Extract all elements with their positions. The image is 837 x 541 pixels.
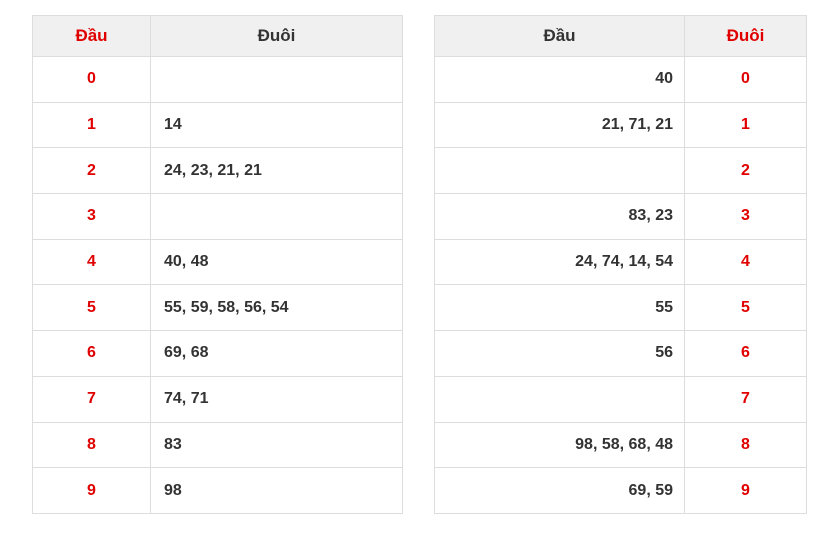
table-row: 24, 74, 14, 54 4	[434, 238, 807, 286]
numbers-cell: 21, 71, 21	[434, 101, 685, 149]
head-column-header: Đầu	[434, 15, 685, 57]
digit-cell: 7	[684, 375, 807, 423]
tail-column-header: Đuôi	[684, 15, 807, 57]
digit-cell: 5	[32, 284, 151, 332]
table-row: 3	[32, 193, 403, 240]
numbers-cell	[434, 147, 685, 195]
numbers-cell: 24, 23, 21, 21	[150, 147, 403, 195]
digit-cell: 3	[32, 193, 151, 240]
table-row: 2 24, 23, 21, 21	[32, 147, 403, 195]
table-row: 83, 23 3	[434, 193, 807, 240]
table-row: 5 55, 59, 58, 56, 54	[32, 284, 403, 332]
numbers-cell: 55, 59, 58, 56, 54	[150, 284, 403, 332]
digit-cell: 3	[684, 193, 807, 240]
digit-cell: 8	[32, 421, 151, 469]
table-header-row: Đầu Đuôi	[434, 15, 807, 57]
table-row: 69, 59 9	[434, 467, 807, 514]
numbers-cell: 69, 68	[150, 330, 403, 377]
digit-cell: 6	[32, 330, 151, 377]
digit-cell: 9	[32, 467, 151, 514]
numbers-cell: 14	[150, 101, 403, 149]
numbers-cell: 24, 74, 14, 54	[434, 238, 685, 286]
table-row: 6 69, 68	[32, 330, 403, 377]
table-row: 40 0	[434, 56, 807, 103]
digit-cell: 4	[684, 238, 807, 286]
digit-cell: 7	[32, 375, 151, 423]
table-row: 7 74, 71	[32, 375, 403, 423]
head-column-header: Đầu	[32, 15, 151, 57]
head-table: Đầu Đuôi 0 1 14 2 24, 23, 21, 21 3 4 40, 48 5 55,…	[32, 15, 403, 514]
lottery-head-tail-tables: Đầu Đuôi 0 1 14 2 24, 23, 21, 21 3 4 40, 48 5 55,…	[32, 15, 807, 514]
table-row: 8 83	[32, 421, 403, 469]
digit-cell: 5	[684, 284, 807, 332]
numbers-cell	[434, 375, 685, 423]
numbers-cell: 83, 23	[434, 193, 685, 240]
digit-cell: 1	[684, 101, 807, 149]
table-row: 2	[434, 147, 807, 195]
table-row: 9 98	[32, 467, 403, 514]
numbers-cell	[150, 193, 403, 240]
digit-cell: 0	[32, 56, 151, 103]
table-row: 0	[32, 56, 403, 103]
numbers-cell: 69, 59	[434, 467, 685, 514]
table-row: 7	[434, 375, 807, 423]
table-header-row: Đầu Đuôi	[32, 15, 403, 57]
tail-table: Đầu Đuôi 40 0 21, 71, 21 1 2 83, 23 3 24, 74, 1…	[434, 15, 807, 514]
table-row: 4 40, 48	[32, 238, 403, 286]
numbers-cell: 55	[434, 284, 685, 332]
numbers-cell	[150, 56, 403, 103]
digit-cell: 2	[684, 147, 807, 195]
table-row: 56 6	[434, 330, 807, 377]
numbers-cell: 40, 48	[150, 238, 403, 286]
table-row: 55 5	[434, 284, 807, 332]
numbers-cell: 40	[434, 56, 685, 103]
numbers-cell: 98, 58, 68, 48	[434, 421, 685, 469]
numbers-cell: 74, 71	[150, 375, 403, 423]
tail-column-header: Đuôi	[150, 15, 403, 57]
table-row: 98, 58, 68, 48 8	[434, 421, 807, 469]
numbers-cell: 56	[434, 330, 685, 377]
digit-cell: 6	[684, 330, 807, 377]
digit-cell: 2	[32, 147, 151, 195]
numbers-cell: 98	[150, 467, 403, 514]
digit-cell: 9	[684, 467, 807, 514]
digit-cell: 1	[32, 101, 151, 149]
digit-cell: 0	[684, 56, 807, 103]
table-row: 21, 71, 21 1	[434, 101, 807, 149]
table-row: 1 14	[32, 101, 403, 149]
digit-cell: 4	[32, 238, 151, 286]
numbers-cell: 83	[150, 421, 403, 469]
digit-cell: 8	[684, 421, 807, 469]
